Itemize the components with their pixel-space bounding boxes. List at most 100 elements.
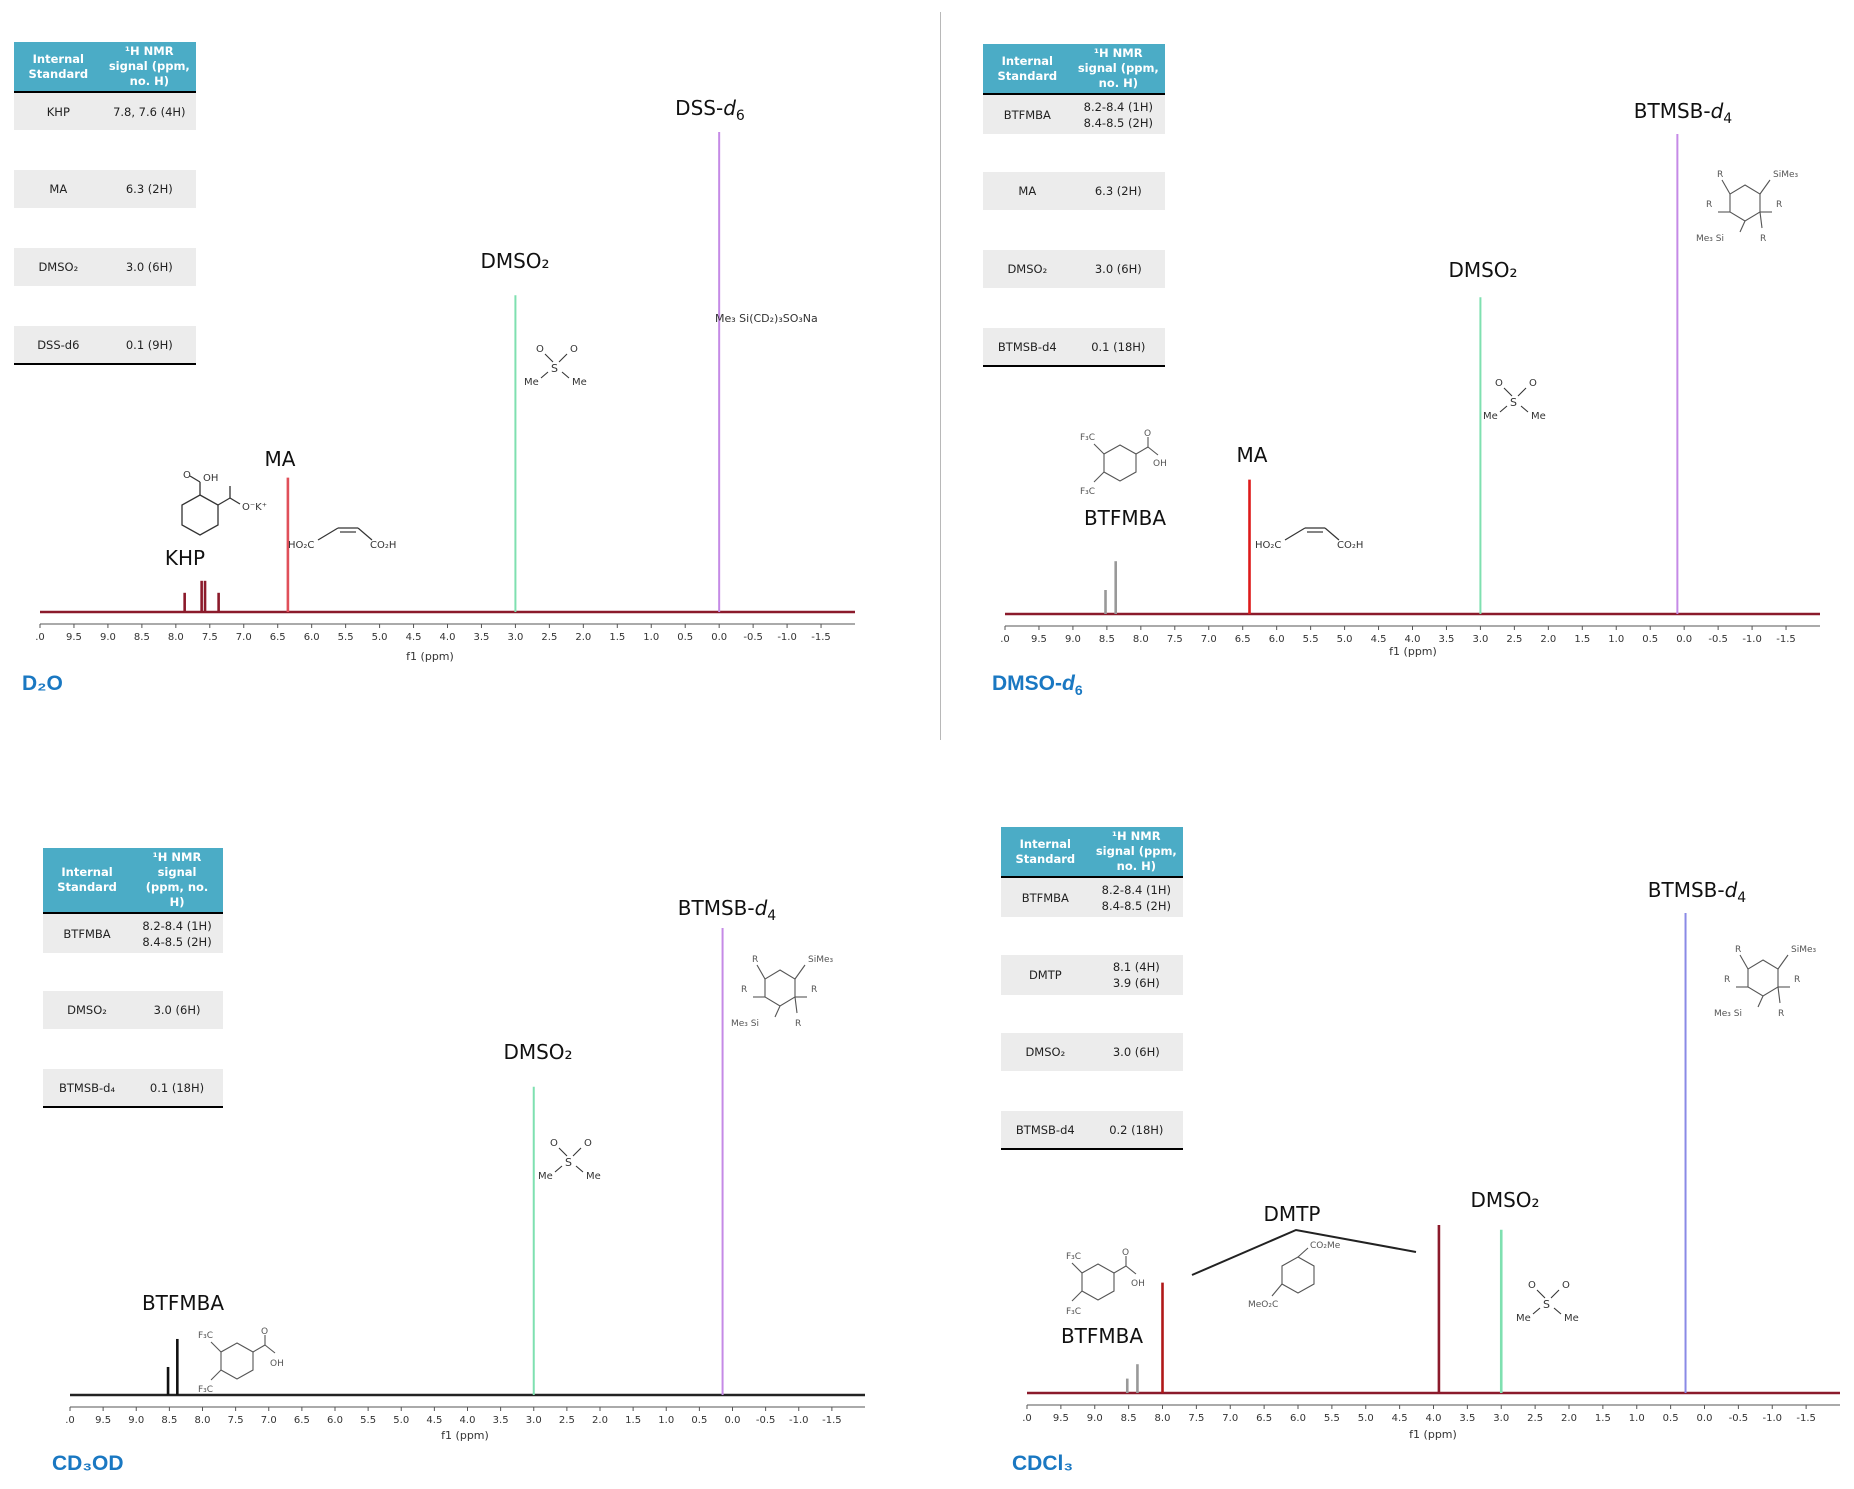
label-btfmba: BTFMBA [1084,506,1166,530]
table-standard: MA [983,172,1072,210]
btfmba-cf3-bottom: F₃C [198,1385,213,1395]
x-tick-label: 6.5 [270,632,286,643]
x-tick-label: 1.0 [658,1415,674,1426]
table-signal: 3.0 (6H) [102,248,196,286]
x-tick-label: 5.5 [360,1415,376,1426]
x-tick-label: 7.5 [1188,1413,1204,1424]
dmso2-o2: O [1529,378,1537,389]
btmsb-r2: R [741,985,747,995]
solvent-label-cd3od: CD₃OD [52,1452,124,1475]
peaks [183,132,721,612]
table-standard: DMTP [1001,955,1090,995]
label-btfmba: BTFMBA [142,1291,224,1315]
ma-right-group: CO₂H [370,540,396,551]
table-signal: 3.0 (6H) [1071,250,1165,288]
btfmba-cf3-bottom: F₃C [1066,1307,1081,1317]
dmso2-s: S [551,362,558,375]
btfmba-cf3-top: F₃C [198,1331,213,1341]
table-signal: 8.1 (4H) 3.9 (6H) [1089,955,1183,995]
dmso2-o1: O [536,344,544,355]
khp-structure [181,475,241,536]
x-tick-label: 3.5 [493,1415,509,1426]
x-tick-label: 6.0 [1290,1413,1306,1424]
dmso2-me2: Me [1564,1313,1579,1324]
table-cd3od: Internal Standard ¹H NMR signal (ppm, no… [43,848,223,1108]
table-signal: 3.0 (6H) [1089,1033,1183,1071]
x-axis: .0 9.5 9.0 8.5 8.0 7.5 7.0 6.5 6.0 5.5 5.0 4.5 4.0 3.… [35,610,855,643]
x-tick-label: 1.5 [609,632,625,643]
dmso2-o1: O [1528,1280,1536,1291]
x-tick-label: 0.5 [1663,1413,1679,1424]
table-standard: KHP [14,92,103,130]
x-tick-label: -1.0 [1742,634,1762,645]
dmso2-me1: Me [1516,1313,1531,1324]
table-header-signal: ¹H NMR signal (ppm, no. H) [1071,44,1165,95]
x-tick-label: 7.5 [1167,634,1183,645]
btfmba-cf3-top: F₃C [1066,1252,1081,1262]
dss-formula: Me₃ Si(CD₂)₃SO₃Na [715,312,818,325]
label-dmso2: DMSO₂ [1448,258,1517,282]
table-standard: DMSO₂ [1001,1033,1090,1071]
x-tick-label: -1.0 [777,632,797,643]
table-signal: 8.2-8.4 (1H) 8.4-8.5 (2H) [131,913,223,953]
table-signal: 6.3 (2H) [1071,172,1165,210]
x-tick-label: 8.0 [1133,634,1149,645]
label-btfmba: BTFMBA [1061,1324,1143,1348]
dmso2-me1: Me [1483,411,1498,422]
x-tick-label: -1.5 [811,632,831,643]
dmso2-me2: Me [572,377,587,388]
solvent-label-d2o: D₂O [22,672,63,695]
table-signal: 7.8, 7.6 (4H) [102,92,196,130]
x-tick-label: 2.5 [1506,634,1522,645]
x-tick-label: -1.0 [1762,1413,1782,1424]
x-tick-label: 8.0 [195,1415,211,1426]
label-dmtp: DMTP [1264,1202,1321,1226]
solvent-label-dmso-d6: DMSO-d6 [992,672,1083,699]
x-tick-label: 6.5 [1235,634,1251,645]
x-tick-label: 4.0 [1426,1413,1442,1424]
table-signal: 3.0 (6H) [131,991,223,1029]
btfmba-structure [1071,1256,1137,1302]
x-tick-label: 2.5 [559,1415,575,1426]
x-tick-label: 8.0 [168,632,184,643]
x-tick-label: 6.0 [304,632,320,643]
x-tick-label: 6.5 [1256,1413,1272,1424]
btmsb-r3: R [811,985,817,995]
x-tick-label: 2.5 [541,632,557,643]
x-tick-label: .0 [35,632,45,643]
dmso2-structure [540,353,570,379]
x-tick-label: 9.0 [1065,634,1081,645]
btmsb-sime3-bottom: Me₃ Si [731,1019,759,1029]
label-dmso2: DMSO₂ [480,249,549,273]
table-header-signal: ¹H NMR signal (ppm, no. H) [131,848,223,914]
x-axis-label: f1 (ppm) [1409,1428,1457,1441]
ma-left-group: HO₂C [1255,540,1281,551]
table-signal: 8.2-8.4 (1H) 8.4-8.5 (2H) [1089,877,1183,917]
x-tick-label: 3.0 [1493,1413,1509,1424]
x-tick-label: 7.0 [1201,634,1217,645]
x-tick-label: 9.0 [128,1415,144,1426]
x-tick-label: 5.5 [338,632,354,643]
x-tick-label: 5.0 [1358,1413,1374,1424]
btmsb-sime3-top: SiMe₃ [808,955,834,965]
table-standard: DMSO₂ [983,250,1072,288]
btmsb-structure [753,964,807,1018]
x-tick-label: 0.0 [725,1415,741,1426]
btfmba-o: O [1122,1248,1129,1258]
x-tick-label: 5.0 [393,1415,409,1426]
x-tick-label: 7.5 [202,632,218,643]
x-tick-label: 4.5 [406,632,422,643]
btfmba-o: O [261,1327,268,1337]
x-tick-label: 0.0 [1697,1413,1713,1424]
dmso2-o2: O [1562,1280,1570,1291]
ma-structure [1284,527,1340,541]
x-tick-label: 4.0 [440,632,456,643]
btfmba-o: O [1144,429,1151,439]
ma-right-group: CO₂H [1337,540,1363,551]
btmsb-r4: R [795,1019,801,1029]
btfmba-cf3-top: F₃C [1080,433,1095,443]
x-axis: .0 9.5 9.0 8.5 8.0 7.5 7.0 6.5 6.0 5.5 5.0 4.5 4.0 3.… [1000,612,1820,645]
x-tick-label: 8.5 [1099,634,1115,645]
btmsb-r2: R [1706,200,1712,210]
